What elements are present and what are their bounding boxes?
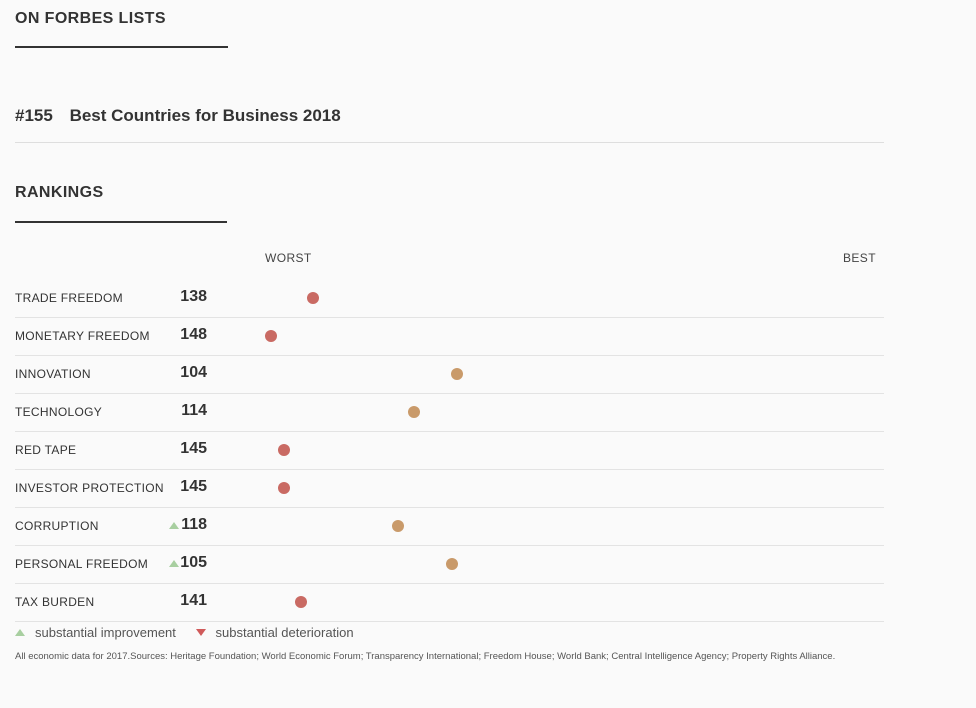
ranking-value: 145: [180, 440, 207, 457]
ranking-dot[interactable]: [277, 482, 290, 494]
legend-improvement-label: substantial improvement: [35, 625, 176, 640]
scale-best-label: BEST: [843, 251, 876, 265]
ranking-dot[interactable]: [391, 520, 404, 532]
ranking-value: 105: [180, 554, 207, 571]
list-rank: #155: [15, 106, 53, 125]
ranking-value: 148: [180, 326, 207, 343]
ranking-label: PERSONAL FREEDOM: [15, 557, 149, 571]
ranking-row: PERSONAL FREEDOM 105: [15, 546, 884, 584]
ranking-row: INNOVATION 104: [15, 356, 884, 394]
ranking-value: 141: [180, 592, 207, 609]
rankings-heading: RANKINGS: [15, 184, 104, 201]
ranking-dot[interactable]: [277, 444, 290, 456]
ranking-label: MONETARY FREEDOM: [15, 329, 150, 343]
ranking-row: RED TAPE 145: [15, 432, 884, 470]
ranking-label: TAX BURDEN: [15, 595, 95, 609]
ranking-row: INVESTOR PROTECTION 145: [15, 470, 884, 508]
ranking-value: 114: [181, 402, 207, 419]
ranking-label: RED TAPE: [15, 443, 77, 457]
ranking-row: MONETARY FREEDOM 148: [15, 318, 884, 356]
ranking-row: CORRUPTION 118: [15, 508, 884, 546]
triangle-up-icon: [169, 522, 179, 529]
ranking-dot[interactable]: [450, 368, 463, 380]
ranking-row: TAX BURDEN 141: [15, 584, 884, 622]
legend-improvement: substantial improvement: [15, 625, 176, 640]
rankings-underline: [15, 221, 227, 223]
ranking-dot[interactable]: [307, 292, 320, 304]
forbes-lists-underline: [15, 46, 228, 48]
ranking-dot[interactable]: [446, 558, 459, 570]
forbes-list-entry[interactable]: #155 Best Countries for Business 2018: [15, 106, 884, 143]
sources-note: All economic data for 2017.Sources: Heri…: [15, 651, 836, 662]
list-name[interactable]: Best Countries for Business 2018: [69, 106, 341, 125]
ranking-label: INVESTOR PROTECTION: [15, 481, 164, 495]
legend: substantial improvement substantial dete…: [15, 625, 370, 640]
rankings-chart: TRADE FREEDOM 138 MONETARY FREEDOM 148 INNOV…: [15, 280, 884, 622]
triangle-up-icon: [15, 629, 25, 636]
legend-deterioration: substantial deterioration: [195, 625, 354, 640]
ranking-label: TRADE FREEDOM: [15, 291, 123, 305]
ranking-dot[interactable]: [265, 330, 278, 342]
forbes-lists-heading: ON FORBES LISTS: [15, 10, 166, 27]
ranking-value: 138: [180, 288, 207, 305]
triangle-up-icon: [169, 560, 179, 567]
ranking-label: INNOVATION: [15, 367, 91, 381]
ranking-dot[interactable]: [408, 406, 421, 418]
legend-deterioration-label: substantial deterioration: [215, 625, 354, 640]
ranking-value: 118: [181, 516, 207, 533]
ranking-dot[interactable]: [294, 596, 307, 608]
ranking-label: TECHNOLOGY: [15, 405, 103, 419]
ranking-row: TECHNOLOGY 114: [15, 394, 884, 432]
ranking-value: 104: [180, 364, 207, 381]
scale-worst-label: WORST: [265, 251, 312, 265]
ranking-row: TRADE FREEDOM 138: [15, 280, 884, 318]
ranking-value: 145: [180, 478, 207, 495]
triangle-down-icon: [195, 629, 206, 636]
ranking-label: CORRUPTION: [15, 519, 99, 533]
